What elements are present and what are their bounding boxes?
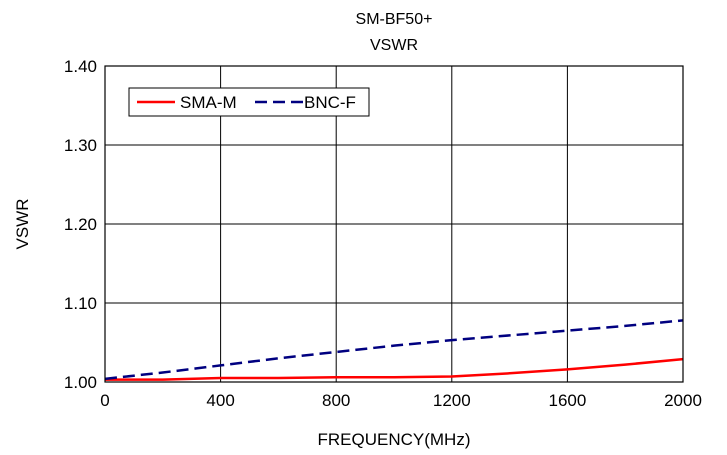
x-tick-label: 800 <box>322 391 350 410</box>
chart-title-line-1: SM-BF50+ <box>356 11 433 28</box>
legend-label-sma-m: SMA-M <box>180 93 237 112</box>
x-tick-label: 0 <box>100 391 109 410</box>
x-tick-label: 2000 <box>664 391 702 410</box>
chart-title-line-2: VSWR <box>370 37 418 54</box>
x-tick-label: 400 <box>206 391 234 410</box>
legend-label-bnc-f: BNC-F <box>304 93 356 112</box>
x-tick-label: 1200 <box>433 391 471 410</box>
y-tick-label: 1.20 <box>64 215 97 234</box>
series-line-sma-m <box>105 357 684 381</box>
x-tick-label: 1600 <box>548 391 586 410</box>
series-lines <box>104 319 684 381</box>
plot-frame <box>104 65 684 383</box>
y-axis-label: VSWR <box>13 199 32 250</box>
series-line-bnc-f <box>104 319 684 381</box>
y-tick-label: 1.30 <box>64 136 97 155</box>
tick-labels: 0 400 800 1200 1600 2000 1.00 1.10 1.20 1.30 1.40 <box>64 57 702 410</box>
y-tick-label: 1.00 <box>64 373 97 392</box>
y-tick-label: 1.40 <box>64 57 97 76</box>
legend: SMA-M BNC-F <box>128 87 370 117</box>
y-tick-label: 1.10 <box>64 294 97 313</box>
x-axis-label: FREQUENCY(MHz) <box>318 430 471 449</box>
